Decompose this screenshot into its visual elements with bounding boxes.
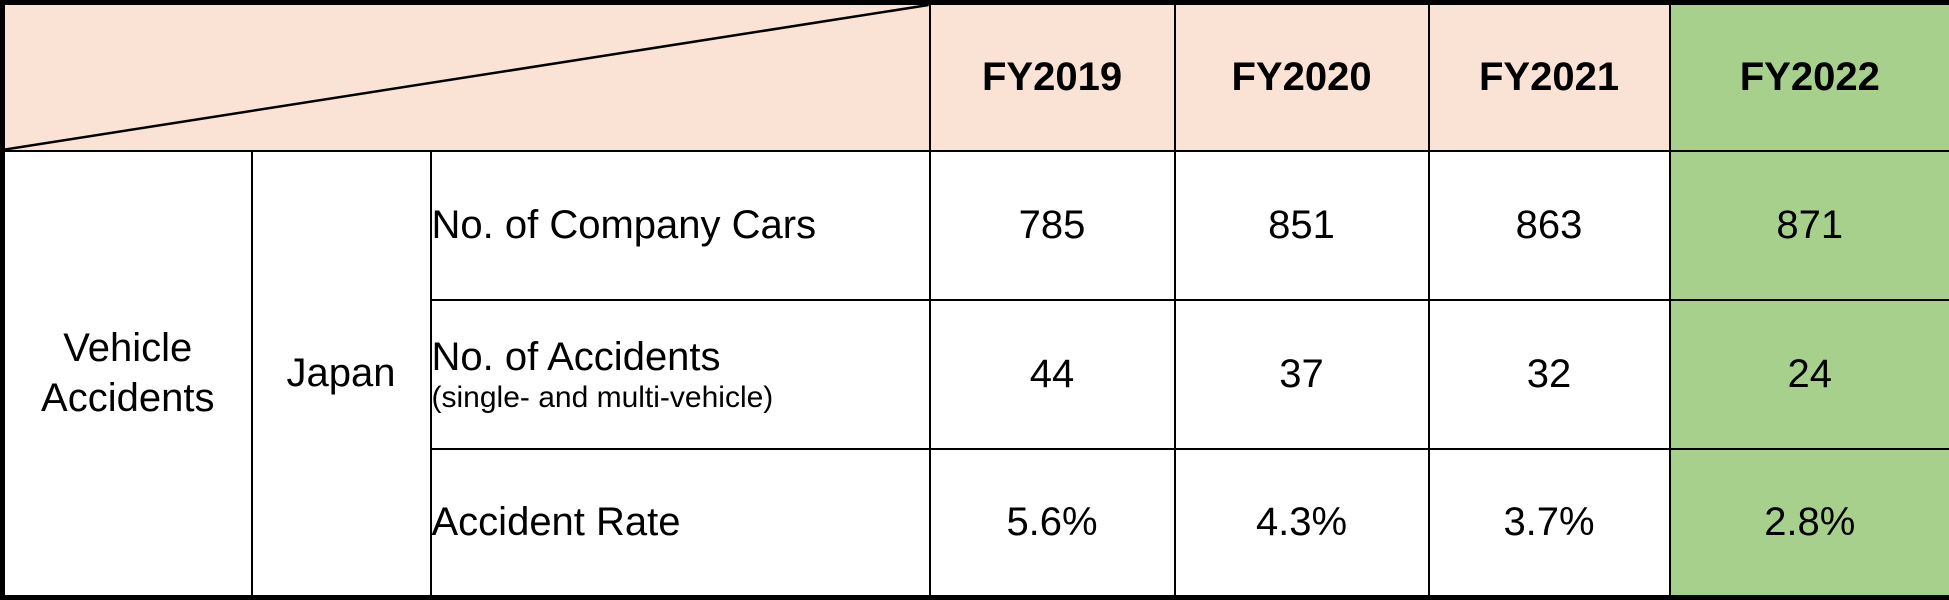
value-company-cars-fy2019: 785 bbox=[930, 151, 1175, 300]
value-accident-rate-fy2020: 4.3% bbox=[1175, 449, 1429, 598]
value-accident-rate-fy2021: 3.7% bbox=[1429, 449, 1670, 598]
header-row: FY2019 FY2020 FY2021 FY2022 bbox=[3, 3, 1949, 151]
value-accidents-fy2022: 24 bbox=[1670, 300, 1949, 449]
value-accidents-fy2021: 32 bbox=[1429, 300, 1670, 449]
value-accident-rate-fy2019: 5.6% bbox=[930, 449, 1175, 598]
metric-label-text: Accident Rate bbox=[432, 500, 681, 544]
column-header-fy2019: FY2019 bbox=[930, 3, 1175, 151]
value-accidents-fy2019: 44 bbox=[930, 300, 1175, 449]
metric-label-company-cars: No. of Company Cars bbox=[431, 151, 930, 300]
metric-label-accidents: No. of Accidents (single- and multi-vehi… bbox=[431, 300, 930, 449]
column-header-fy2021: FY2021 bbox=[1429, 3, 1670, 151]
diagonal-corner-cell bbox=[3, 3, 930, 151]
metric-sublabel-text: (single- and multi-vehicle) bbox=[432, 381, 929, 416]
metric-label-text: No. of Company Cars bbox=[432, 203, 817, 247]
metric-label-accident-rate: Accident Rate bbox=[431, 449, 930, 598]
column-header-fy2020: FY2020 bbox=[1175, 3, 1429, 151]
column-header-fy2022: FY2022 bbox=[1670, 3, 1949, 151]
value-company-cars-fy2020: 851 bbox=[1175, 151, 1429, 300]
value-accidents-fy2020: 37 bbox=[1175, 300, 1429, 449]
metric-label-text: No. of Accidents bbox=[432, 335, 721, 379]
value-company-cars-fy2021: 863 bbox=[1429, 151, 1670, 300]
value-company-cars-fy2022: 871 bbox=[1670, 151, 1949, 300]
value-accident-rate-fy2022: 2.8% bbox=[1670, 449, 1949, 598]
diagonal-line bbox=[5, 5, 929, 150]
region-label: Japan bbox=[252, 151, 431, 598]
